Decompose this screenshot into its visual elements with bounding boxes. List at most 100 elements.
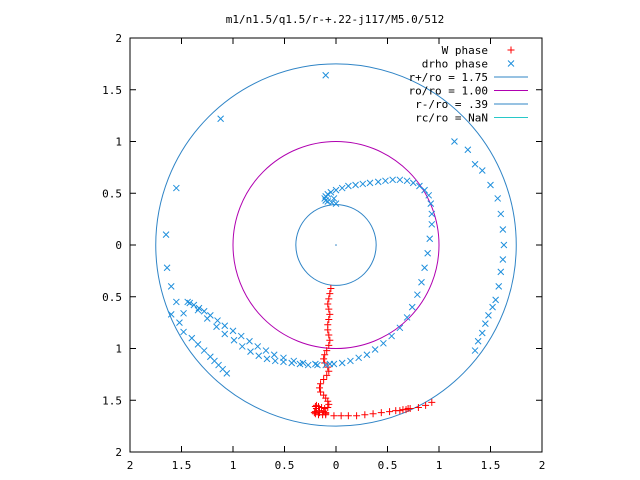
drho-phase-point <box>421 264 428 272</box>
w-phase-point <box>386 408 394 416</box>
legend-label: rc/ro = NaN <box>415 112 488 125</box>
drho-phase-point <box>380 339 387 347</box>
drho-phase-point <box>238 343 246 350</box>
drho-phase-point <box>403 177 411 185</box>
x-tick-label: 1 <box>436 459 443 472</box>
w-phase-point <box>361 411 369 419</box>
drho-phase-point <box>280 358 287 366</box>
drho-phase-point <box>428 220 436 228</box>
drho-phase-point <box>247 348 254 355</box>
w-phase-point <box>321 351 329 359</box>
drho-phase-point <box>338 359 346 367</box>
y-tick-label: 0.5 <box>102 291 122 304</box>
reference-circles <box>155 63 517 427</box>
drho-phase-point <box>332 200 340 207</box>
drho-phase-point <box>194 306 202 314</box>
drho-phase-point <box>464 146 472 154</box>
drho-phase-point <box>499 226 507 233</box>
legend-label: W phase <box>442 44 488 57</box>
w-phase-point <box>428 398 436 406</box>
x-tick-label: 0.5 <box>378 459 398 472</box>
drho-phase-point <box>389 176 397 184</box>
drho-phase-point <box>396 324 404 332</box>
axis-ticks: 2 1.5 1 0.5 0 0.5 1 1.5 221.510.500.511.52 <box>102 32 545 472</box>
drho-phase-point <box>500 241 508 249</box>
w-phase-point <box>320 355 328 363</box>
drho-phase-point <box>382 177 389 185</box>
drho-phase-point <box>195 304 203 312</box>
drho-phase-point <box>271 357 279 365</box>
drho-phase-point <box>328 199 336 206</box>
drho-phase-point <box>355 354 363 362</box>
y-tick-label: 1.5 <box>102 84 122 97</box>
drho-phase-point <box>270 351 278 359</box>
drho-phase-point <box>221 330 229 338</box>
drho-phase-point <box>359 180 367 188</box>
drho-phase-point <box>229 327 237 335</box>
drho-phase-point <box>312 360 319 368</box>
w-phase-point <box>325 341 333 349</box>
w-phase-point <box>353 412 361 420</box>
drho-phase-point <box>246 337 253 345</box>
drho-phase-point <box>167 310 175 318</box>
drho-phase-point <box>428 210 436 218</box>
drho-phase-point <box>345 182 352 190</box>
legend-label: r-/ro = .39 <box>415 98 488 111</box>
w-phase-point <box>327 284 335 292</box>
w-phase-point <box>323 347 331 355</box>
w-phase-point <box>316 384 324 392</box>
drho-phase-point <box>414 291 421 299</box>
w-phase-point <box>324 403 332 411</box>
y-tick-label: 0.5 <box>102 187 122 200</box>
reference-circle <box>232 141 440 349</box>
drho-phase-point <box>408 303 416 311</box>
chart-title: m1/n1.5/q1.5/r-+.22-j117/M5.0/512 <box>226 13 445 26</box>
x-tick-label: 1 <box>230 459 237 472</box>
w-phase-point <box>422 401 430 409</box>
w-phase-point <box>326 290 334 298</box>
drho-phase-point <box>176 319 183 326</box>
drho-phase-point <box>481 320 489 328</box>
drho-phase-point <box>366 179 374 187</box>
drho-phase-point <box>221 322 229 330</box>
x-tick-label: 0 <box>333 459 340 472</box>
drho-phase-point <box>388 332 395 340</box>
drho-phase-point <box>451 138 458 145</box>
w-phase-point <box>324 326 332 334</box>
drho-phase-point <box>497 268 505 276</box>
origin-dot <box>335 244 337 246</box>
drho-phase-point <box>180 328 187 336</box>
x-tick-label: 0.5 <box>275 459 295 472</box>
drho-phase-point <box>200 347 208 354</box>
w-phase-point <box>325 331 333 339</box>
drho-phase-point <box>263 355 271 363</box>
x-tick-label: 2 <box>539 459 546 472</box>
w-phase-point <box>323 371 331 379</box>
drho-phase-point <box>296 360 304 368</box>
w-phase-point <box>325 400 333 408</box>
w-phase-point <box>377 409 385 417</box>
w-phase-point <box>320 376 328 384</box>
drho-phase-point <box>330 360 338 368</box>
drho-phase-point <box>314 361 321 369</box>
drho-phase-point <box>507 60 515 67</box>
drho-phase-point <box>214 317 221 324</box>
drho-phase-point <box>471 160 479 168</box>
w-phase-point <box>324 397 332 405</box>
drho-phase-point <box>322 361 330 369</box>
drho-phase-point <box>330 195 338 202</box>
y-tick-label: 2 <box>115 446 122 459</box>
w-phase-point <box>414 403 422 411</box>
y-tick-label: 1.5 <box>102 394 122 407</box>
w-phase-point <box>325 367 333 375</box>
drho-phase-point <box>322 71 330 79</box>
drho-phase-point <box>403 314 411 321</box>
w-phase-point <box>317 388 325 396</box>
reference-circle <box>295 204 377 286</box>
drho-phase-point <box>186 299 194 307</box>
drho-phase-point <box>162 231 170 239</box>
drho-phase-point <box>262 347 270 354</box>
drho-phase-point <box>487 181 494 189</box>
w-phase-point <box>326 336 334 344</box>
drho-phase-point <box>471 347 479 354</box>
